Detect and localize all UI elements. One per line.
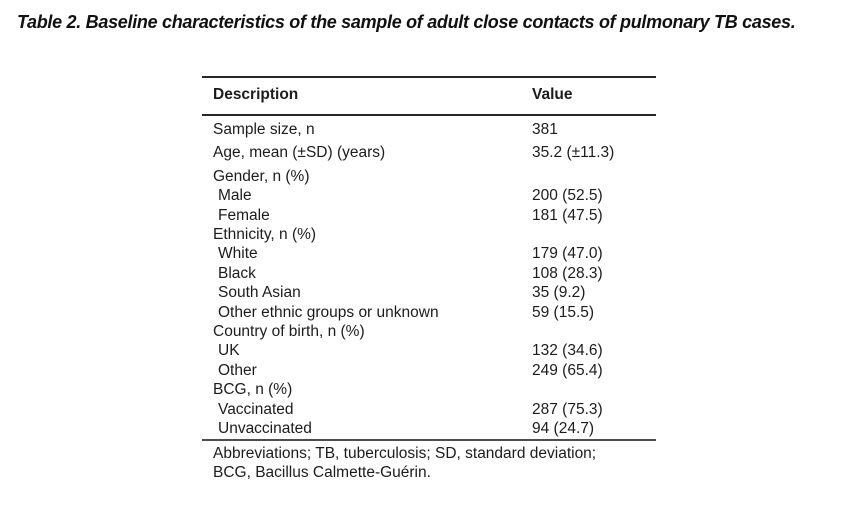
row-value: 249 (65.4)	[532, 361, 603, 379]
footnote-line: Abbreviations; TB, tuberculosis; SD, sta…	[213, 444, 597, 462]
table-header-rule	[202, 114, 656, 116]
row-label: Vaccinated	[218, 400, 294, 418]
row-value: 108 (28.3)	[532, 264, 603, 282]
row-label: BCG, n (%)	[213, 381, 293, 399]
table-row: BCG, n (%)	[202, 380, 656, 399]
row-label: Male	[218, 187, 252, 205]
footnote-line: BCG, Bacillus Calmette-Guérin.	[213, 464, 431, 481]
row-value: 59 (15.5)	[532, 303, 595, 321]
baseline-characteristics-table: Description Value Sample size, n 381 Age…	[202, 76, 656, 483]
row-value: 132 (34.6)	[532, 342, 603, 360]
table-row: Ethnicity, n (%)	[202, 225, 656, 244]
column-header-description: Description	[213, 86, 299, 103]
table-row: Unvaccinated 94 (24.7)	[202, 419, 656, 438]
table-footnote: Abbreviations; TB, tuberculosis; SD, sta…	[202, 441, 656, 483]
row-label: Ethnicity, n (%)	[213, 226, 317, 244]
table-row: Other 249 (65.4)	[202, 361, 656, 380]
row-label: Unvaccinated	[218, 420, 312, 438]
row-value: 94 (24.7)	[532, 420, 595, 438]
row-label: UK	[218, 342, 240, 360]
row-label: Gender, n (%)	[213, 167, 310, 185]
row-value: 181 (47.5)	[532, 206, 603, 224]
table-top-rule	[202, 76, 656, 78]
table-row: Vaccinated 287 (75.3)	[202, 400, 656, 419]
row-label: Female	[218, 206, 270, 224]
table-header-row: Description Value	[202, 78, 656, 114]
table-row: Other ethnic groups or unknown 59 (15.5)	[202, 303, 656, 322]
table-row: Sample size, n 381	[202, 120, 656, 139]
table-row: White 179 (47.0)	[202, 244, 656, 263]
table-row: UK 132 (34.6)	[202, 341, 656, 360]
table-row: Black 108 (28.3)	[202, 264, 656, 283]
table-row: Age, mean (±SD) (years) 35.2 (±11.3)	[202, 143, 656, 162]
table-bottom-rule	[202, 438, 656, 441]
row-label: Black	[218, 264, 256, 282]
table-row: Country of birth, n (%)	[202, 322, 656, 341]
row-value: 200 (52.5)	[532, 187, 603, 205]
table-row: Female 181 (47.5)	[202, 206, 656, 225]
row-value: 287 (75.3)	[532, 400, 603, 418]
row-label: South Asian	[218, 284, 301, 302]
column-header-value: Value	[532, 86, 573, 103]
row-label: Sample size, n	[213, 121, 315, 138]
table-body: Sample size, n 381 Age, mean (±SD) (year…	[202, 120, 656, 439]
row-label: Other ethnic groups or unknown	[218, 303, 439, 321]
row-value: 35 (9.2)	[532, 284, 586, 302]
row-value: 35.2 (±11.3)	[532, 144, 615, 162]
row-label: Country of birth, n (%)	[213, 323, 365, 341]
row-value: 179 (47.0)	[532, 245, 603, 263]
page-title: Table 2. Baseline characteristics of the…	[17, 12, 796, 32]
table-row: Male 200 (52.5)	[202, 186, 656, 205]
row-value: 381	[532, 121, 558, 138]
row-label: Age, mean (±SD) (years)	[213, 144, 386, 162]
row-label: Other	[218, 361, 257, 379]
table-row: Gender, n (%)	[202, 167, 656, 186]
table-row: South Asian 35 (9.2)	[202, 283, 656, 302]
row-label: White	[218, 245, 258, 263]
